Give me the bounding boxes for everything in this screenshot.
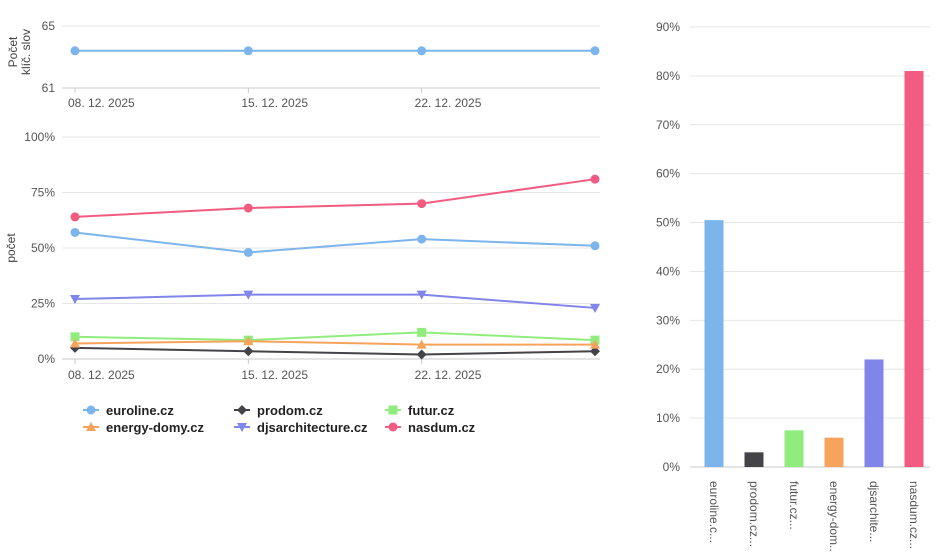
series-line-energy-domy-cz xyxy=(74,340,595,346)
y-tick-label: 100% xyxy=(24,130,55,144)
legend-marker xyxy=(388,405,398,415)
data-point-energy-domy-cz xyxy=(590,339,600,349)
legend-item-djsarchitecture-cz: djsarchitecture.cz xyxy=(234,420,368,435)
legend-marker xyxy=(237,405,247,415)
y-tick-label: 10% xyxy=(656,411,680,425)
y-tick-label: 90% xyxy=(656,20,680,34)
share-bar-chart: 90% 80% 70% 60% 50% 40% 30% 20% 10% 0% euroline.c.… xyxy=(656,20,930,555)
data-point-nasdum-cz xyxy=(70,212,80,222)
legend-item-energy-domy-cz: energy-domy.cz xyxy=(83,420,205,435)
y-tick-label: 40% xyxy=(656,264,680,278)
data-point-euroline-cz xyxy=(243,247,253,257)
legend-label: energy-domy.cz xyxy=(106,420,205,435)
data-point-nasdum-cz xyxy=(590,174,600,184)
data-point-djsarchitecture-cz xyxy=(590,303,600,313)
data-point-prodom-cz xyxy=(590,346,600,357)
legend-marker xyxy=(237,423,247,432)
y-axis-title: Početklíč. slov xyxy=(6,29,33,75)
bar-futur-cz xyxy=(784,430,804,467)
series-line-nasdum-cz xyxy=(74,178,596,218)
data-point-energy-domy-cz xyxy=(243,336,254,346)
x-tick-label: prodom.cz... xyxy=(747,481,761,547)
data-point-euroline-cz xyxy=(70,227,80,237)
x-tick-label: 08. 12. 2025 xyxy=(68,368,135,382)
y-tick-label: 50% xyxy=(31,241,55,255)
share-line-chart: 100% 75% 50% 25% 0% 08. 12. 2025 15. 12. 2025 2… xyxy=(4,130,600,382)
y-tick-label: 70% xyxy=(656,118,680,132)
y-tick-label: 65 xyxy=(42,19,56,33)
data-point-energy-domy-cz xyxy=(416,339,427,349)
y-tick-label: 75% xyxy=(31,186,55,200)
bar-energy-dom xyxy=(824,437,844,467)
legend-item-futur-cz: futur.cz xyxy=(385,403,455,418)
data-point-djsarchitecture-cz xyxy=(416,290,427,300)
data-point-prodom-cz xyxy=(416,349,427,360)
y-tick-label: 0% xyxy=(663,460,681,474)
x-tick-label: 08. 12. 2025 xyxy=(68,96,135,110)
bar-prodom-cz xyxy=(744,452,764,467)
y-axis-title-line: Počet xyxy=(6,36,20,67)
legend-label: euroline.cz xyxy=(106,403,174,418)
legend: euroline.cz prodom.cz futur.cz energy-domy.… xyxy=(83,403,476,435)
x-tick-label: euroline.c... xyxy=(707,481,721,543)
x-tick-label: 22. 12. 2025 xyxy=(415,368,482,382)
data-point-djsarchitecture-cz xyxy=(70,295,80,305)
y-tick-label: 61 xyxy=(42,81,56,95)
x-tick-label: djsarchite... xyxy=(867,481,881,542)
x-tick-label: futur.cz... xyxy=(787,481,801,530)
data-point-nasdum-cz xyxy=(243,203,253,213)
data-point-futur-cz xyxy=(417,327,427,337)
legend-item-euroline-cz: euroline.cz xyxy=(83,403,174,418)
y-tick-label: 30% xyxy=(656,313,680,327)
y-tick-label: 60% xyxy=(656,167,680,181)
legend-label: futur.cz xyxy=(408,403,455,418)
legend-marker xyxy=(388,422,398,432)
legend-label: nasdum.cz xyxy=(408,420,476,435)
x-tick-label: nasdum.cz... xyxy=(907,481,921,549)
bar-euroline-c xyxy=(704,220,724,467)
x-tick-label: 22. 12. 2025 xyxy=(415,96,482,110)
keyword-count-line-chart: 65 61 08. 12. 2025 15. 12. 2025 22. 12. 2025… xyxy=(6,19,600,110)
data-point-euroline-cz xyxy=(243,46,253,56)
y-tick-label: 25% xyxy=(31,297,55,311)
legend-item-prodom-cz: prodom.cz xyxy=(234,403,323,418)
data-point-euroline-cz xyxy=(590,241,600,251)
data-point-djsarchitecture-cz xyxy=(243,290,254,300)
data-point-euroline-cz xyxy=(70,46,80,56)
data-point-prodom-cz xyxy=(243,346,254,357)
series-line-futur-cz xyxy=(74,331,596,342)
series-line-prodom-cz xyxy=(74,346,596,356)
data-point-euroline-cz xyxy=(417,46,427,56)
series-line-djsarchitecture-cz xyxy=(74,293,596,309)
x-tick-label: 15. 12. 2025 xyxy=(241,96,308,110)
y-tick-label: 80% xyxy=(656,69,680,83)
y-axis-title-line: klíč. slov xyxy=(19,29,33,75)
legend-marker xyxy=(86,422,96,431)
y-tick-label: 20% xyxy=(656,362,680,376)
legend-label: djsarchitecture.cz xyxy=(257,420,368,435)
data-point-energy-domy-cz xyxy=(70,338,80,348)
x-tick-label: 15. 12. 2025 xyxy=(241,368,308,382)
data-point-futur-cz xyxy=(70,332,80,342)
legend-label: prodom.cz xyxy=(257,403,323,418)
legend-marker xyxy=(86,405,96,415)
data-point-euroline-cz xyxy=(417,234,427,244)
bar-nasdum-cz xyxy=(904,71,924,467)
bar-djsarchite xyxy=(864,359,884,467)
data-point-nasdum-cz xyxy=(417,199,427,209)
y-axis-title: počet xyxy=(4,233,18,263)
x-tick-label: energy-dom... xyxy=(827,481,841,551)
data-point-euroline-cz xyxy=(590,46,600,56)
series-line-euroline-cz xyxy=(74,231,596,254)
legend-item-nasdum-cz: nasdum.cz xyxy=(385,420,476,435)
y-tick-label: 50% xyxy=(656,216,680,230)
y-tick-label: 0% xyxy=(38,352,56,366)
